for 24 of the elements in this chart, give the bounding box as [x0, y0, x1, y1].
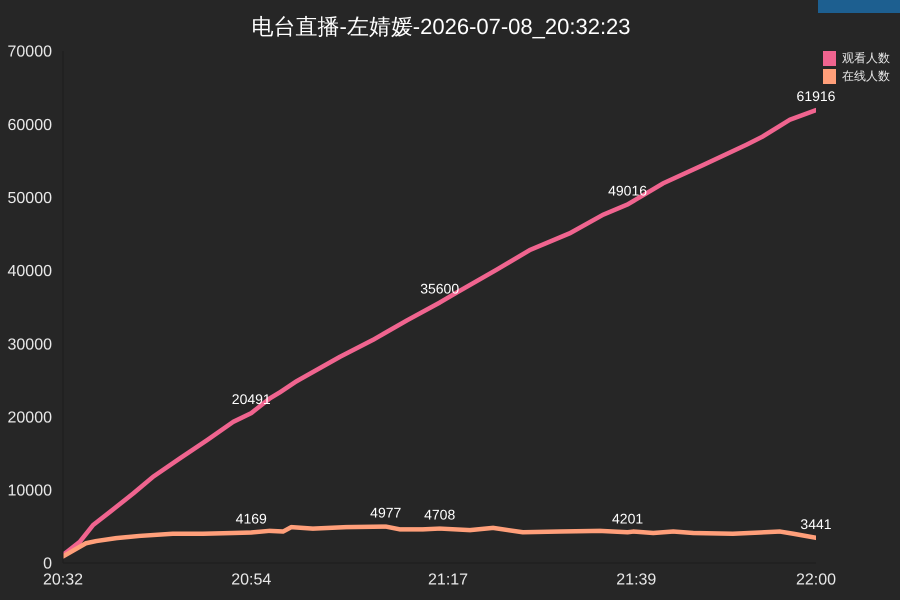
y-tick-label: 20000 [8, 409, 52, 426]
chart-title: 电台直播-左婧媛-2026-07-08_20:32:23 [250, 13, 632, 41]
data-label: 4708 [424, 506, 456, 523]
data-label: 35600 [420, 280, 460, 297]
data-label: 4201 [612, 510, 644, 526]
y-tick-label: 50000 [8, 190, 52, 207]
data-label: 4977 [370, 504, 402, 521]
data-label: 4169 [236, 510, 268, 527]
y-tick-label: 40000 [8, 263, 52, 280]
legend-label: 观看人数 [842, 51, 890, 66]
y-tick-label: 10000 [8, 482, 52, 500]
y-tick-label: 70000 [8, 44, 52, 61]
data-label: 61916 [796, 88, 836, 104]
x-tick-label: 21:39 [616, 571, 656, 588]
legend-label: 在线人数 [842, 69, 890, 84]
x-tick-label: 21:17 [428, 571, 468, 588]
y-tick-label: 0 [43, 556, 52, 573]
x-tick-label: 20:32 [42, 571, 84, 588]
data-label: 3441 [800, 516, 832, 532]
y-tick-label: 30000 [8, 336, 52, 354]
x-tick-label: 22:00 [796, 571, 836, 588]
y-tick-label: 60000 [8, 116, 52, 134]
data-label: 49016 [608, 182, 648, 198]
x-tick-label: 20:54 [231, 571, 272, 588]
